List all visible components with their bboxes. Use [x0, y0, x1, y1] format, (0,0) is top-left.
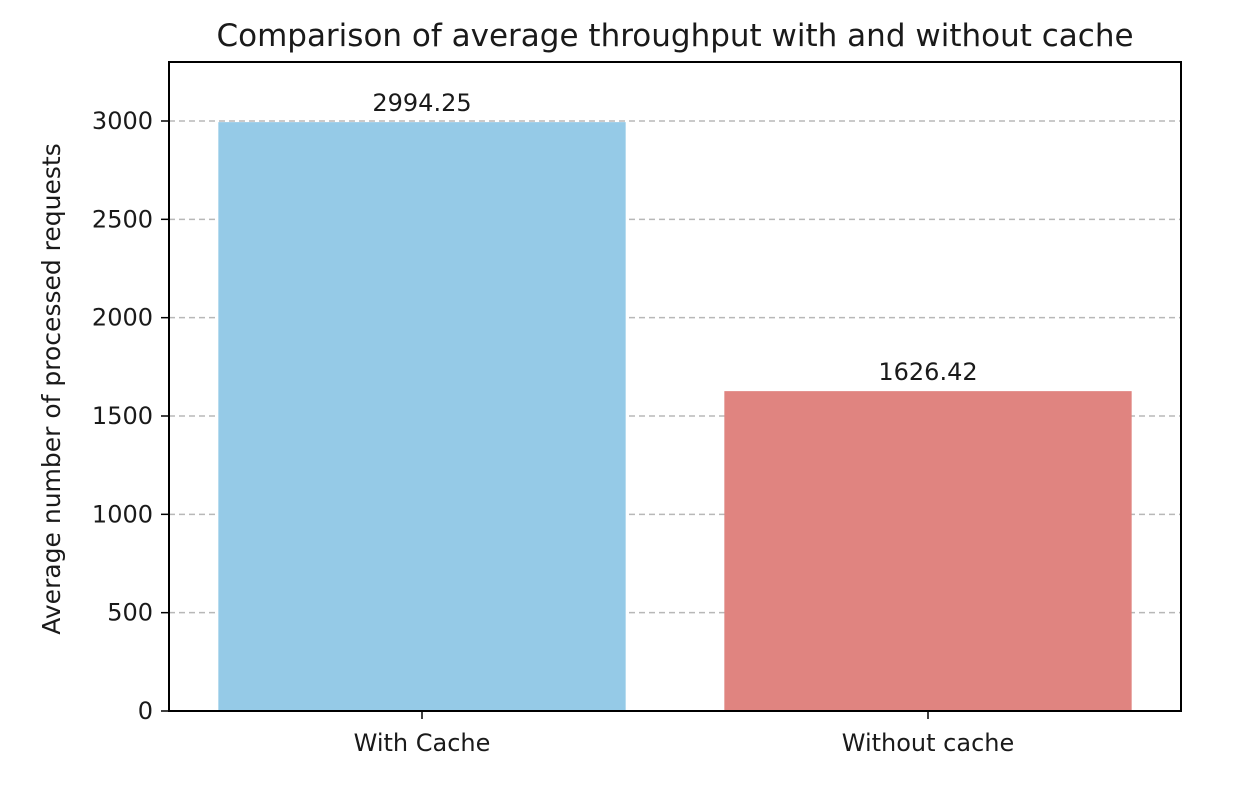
bar-value-label: 1626.42	[878, 358, 977, 386]
bar-value-label: 2994.25	[372, 89, 471, 117]
x-tick-label: Without cache	[842, 729, 1015, 757]
x-axis-ticks: With Cache Without cache	[354, 711, 1015, 757]
y-tick-label: 0	[138, 697, 153, 725]
y-axis-label: Average number of processed requests	[37, 143, 66, 635]
y-tick-label: 500	[107, 599, 153, 627]
chart-title: Comparison of average throughput with an…	[216, 18, 1133, 54]
y-tick-label: 1000	[92, 500, 153, 528]
y-tick-label: 3000	[92, 107, 153, 135]
y-tick-label: 2500	[92, 205, 153, 233]
y-tick-label: 2000	[92, 304, 153, 332]
y-tick-label: 1500	[92, 402, 153, 430]
bars	[218, 122, 1132, 711]
bar	[724, 391, 1132, 711]
bar	[218, 122, 626, 711]
y-axis-ticks: 0 500 1000 1500 2000 2500 3000	[92, 107, 169, 725]
value-labels: 2994.25 1626.42	[372, 89, 977, 386]
x-tick-label: With Cache	[354, 729, 491, 757]
plot-frame	[168, 61, 1182, 712]
